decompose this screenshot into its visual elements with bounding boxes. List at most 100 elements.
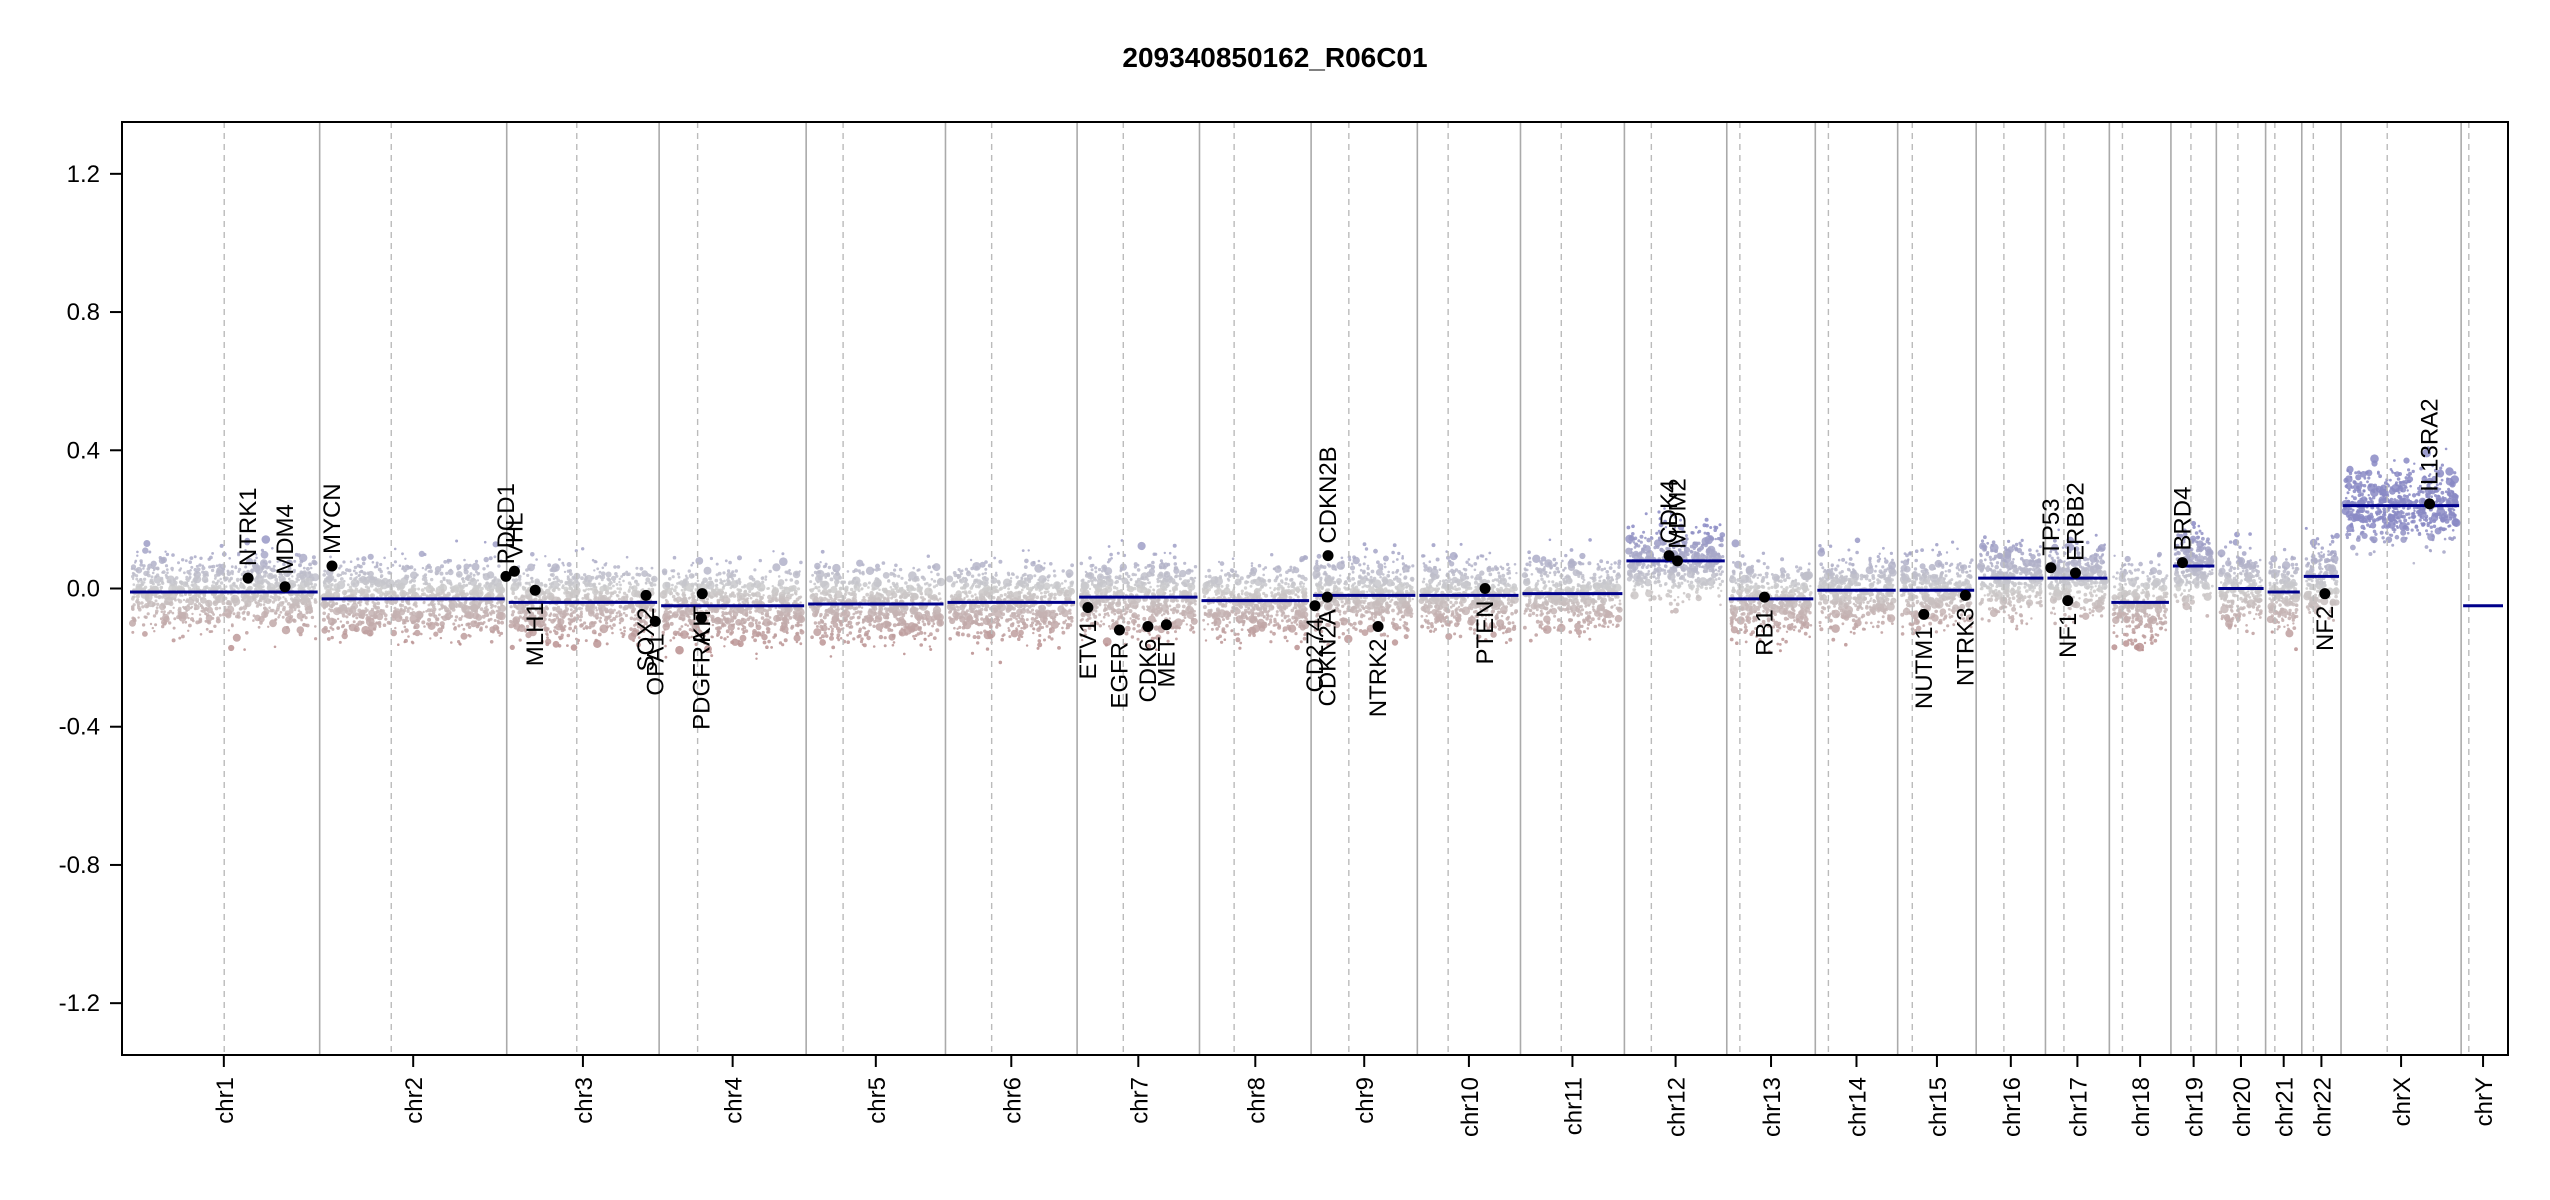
cnv-point xyxy=(567,580,573,587)
cnv-point xyxy=(584,577,588,581)
cnv-point xyxy=(154,623,158,627)
cnv-point xyxy=(912,566,915,570)
cnv-point xyxy=(150,575,154,579)
cnv-point xyxy=(465,622,470,627)
cnv-point xyxy=(141,605,145,609)
cnv-point xyxy=(1061,569,1065,573)
cnv-point xyxy=(566,644,569,647)
cnv-point xyxy=(152,586,156,589)
cnv-point xyxy=(196,593,200,597)
cnv-point xyxy=(883,607,888,611)
cnv-point xyxy=(554,586,558,589)
cnv-point xyxy=(413,601,418,606)
cnv-point xyxy=(894,586,898,591)
cnv-point xyxy=(278,575,281,579)
cnv-point xyxy=(827,565,832,570)
cnv-point xyxy=(1160,614,1164,617)
cnv-point xyxy=(469,601,474,606)
cnv-point xyxy=(783,638,788,643)
cnv-point xyxy=(784,578,788,582)
cnv-point xyxy=(831,627,834,631)
cnv-point xyxy=(817,576,822,581)
cnv-point xyxy=(1043,590,1048,595)
cnv-point xyxy=(863,627,867,630)
cnv-point xyxy=(283,569,291,578)
cnv-point xyxy=(193,567,198,572)
cnv-point xyxy=(676,608,681,613)
cnv-point xyxy=(474,609,479,614)
cnv-points-layer xyxy=(129,446,2461,665)
cnv-point xyxy=(517,597,521,601)
cnv-point xyxy=(993,617,998,622)
cnv-point xyxy=(322,573,327,577)
cnv-point xyxy=(350,578,360,588)
cnv-point xyxy=(829,625,833,628)
cnv-point xyxy=(150,580,155,584)
cnv-point xyxy=(338,640,342,644)
cnv-point xyxy=(563,570,567,574)
cnv-point xyxy=(365,602,369,606)
cnv-point xyxy=(237,553,241,557)
cnv-point xyxy=(760,576,765,581)
cnv-point xyxy=(754,609,758,613)
cnv-point xyxy=(1008,635,1012,639)
cnv-point xyxy=(903,625,907,629)
cnv-point xyxy=(327,583,333,589)
cnv-point xyxy=(361,556,367,562)
cnv-point xyxy=(562,628,566,632)
cnv-point xyxy=(848,631,853,635)
cnv-point xyxy=(619,628,622,631)
cnv-point xyxy=(457,624,461,628)
cnv-point xyxy=(1026,609,1030,614)
cnv-point xyxy=(681,601,685,605)
cnv-point xyxy=(622,596,626,600)
cnv-point xyxy=(132,583,136,586)
cnv-point xyxy=(548,630,552,634)
cnv-point xyxy=(976,579,983,585)
cnv-point xyxy=(952,595,955,599)
cnv-point xyxy=(649,581,652,585)
cnv-point xyxy=(898,595,903,600)
cnv-point xyxy=(742,630,746,633)
cnv-point xyxy=(198,617,203,622)
cnv-point xyxy=(236,611,241,616)
cnv-point xyxy=(268,598,272,603)
cnv-point xyxy=(740,618,747,625)
cnv-point xyxy=(929,583,932,586)
cnv-point xyxy=(788,616,793,620)
cnv-point xyxy=(844,608,848,612)
cnv-point xyxy=(476,586,480,590)
cnv-point xyxy=(613,580,616,583)
cnv-point xyxy=(773,634,777,638)
cnv-point xyxy=(755,657,758,660)
cnv-point xyxy=(353,565,358,570)
cnv-point xyxy=(462,627,466,631)
cnv-point xyxy=(931,615,937,621)
cnv-point xyxy=(817,589,821,593)
cnv-point xyxy=(696,579,700,583)
cnv-point xyxy=(1023,565,1028,569)
cnv-point xyxy=(671,583,674,587)
cnv-point xyxy=(196,567,201,572)
cnv-point xyxy=(294,602,298,606)
cnv-point xyxy=(262,603,266,606)
cnv-point xyxy=(761,622,765,625)
cnv-point xyxy=(464,576,469,581)
cnv-point xyxy=(136,554,139,557)
cnv-point xyxy=(983,629,987,633)
cnv-point xyxy=(973,578,977,583)
cnv-point xyxy=(152,568,156,572)
cnv-point xyxy=(635,566,639,570)
cnv-point xyxy=(295,580,298,583)
cnv-point xyxy=(287,566,292,571)
cnv-point xyxy=(644,581,648,585)
cnv-point xyxy=(261,566,265,570)
cnv-point xyxy=(822,590,826,594)
cnv-point xyxy=(1193,576,1197,580)
cnv-point xyxy=(276,595,281,600)
cnv-point xyxy=(325,588,332,596)
cnv-point xyxy=(450,588,455,594)
cnv-point xyxy=(957,568,961,572)
cnv-point xyxy=(167,596,171,601)
cnv-point xyxy=(971,584,974,588)
